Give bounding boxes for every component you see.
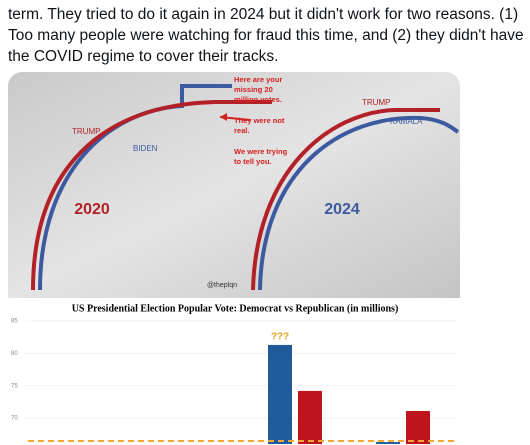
media-body: TRUMP BIDEN 2020 TRUMP KAMALA 2024 Here … [8, 72, 460, 445]
bar [376, 442, 400, 444]
chart: 70 75 80 85??? [11, 319, 457, 444]
note: million votes. [234, 95, 282, 104]
y-tick-label: 80 [11, 351, 18, 357]
red-arc [251, 108, 440, 291]
bar [298, 390, 322, 444]
credit: @theplqn [207, 282, 237, 289]
chart-title: US Presidential Election Popular Vote: D… [72, 303, 399, 314]
label: TRUMP [72, 127, 100, 136]
year: 2020 [74, 201, 110, 218]
arrow-head [220, 113, 227, 121]
label: BIDEN [133, 144, 158, 153]
note: We were trying [234, 147, 288, 156]
note: They were not [234, 116, 285, 125]
note: Here are your [234, 75, 282, 84]
tweet-text: term. They tried to do it again in 2024 … [8, 4, 524, 67]
red-arc [31, 100, 272, 291]
tweet-line: Too many people were watching for fraud … [8, 27, 524, 44]
tweet-line: the COVID regime to cover their tracks. [8, 48, 279, 65]
year: 2024 [324, 201, 360, 218]
bar [406, 410, 430, 444]
annotation: ??? [271, 332, 289, 343]
chart-background [8, 298, 460, 445]
meme-background [8, 72, 460, 298]
label: TRUMP [362, 98, 390, 107]
blue-arc [258, 115, 460, 291]
y-tick-label: 85 [11, 319, 18, 325]
note: to tell you. [234, 157, 272, 166]
label: KAMALA [390, 117, 423, 126]
y-tick-label: 75 [11, 383, 18, 389]
note: missing 20 [234, 85, 273, 94]
y-tick-label: 70 [11, 416, 18, 422]
bar [268, 344, 292, 444]
note: real. [234, 126, 249, 135]
tweet-line: term. They tried to do it again in 2024 … [8, 6, 519, 23]
